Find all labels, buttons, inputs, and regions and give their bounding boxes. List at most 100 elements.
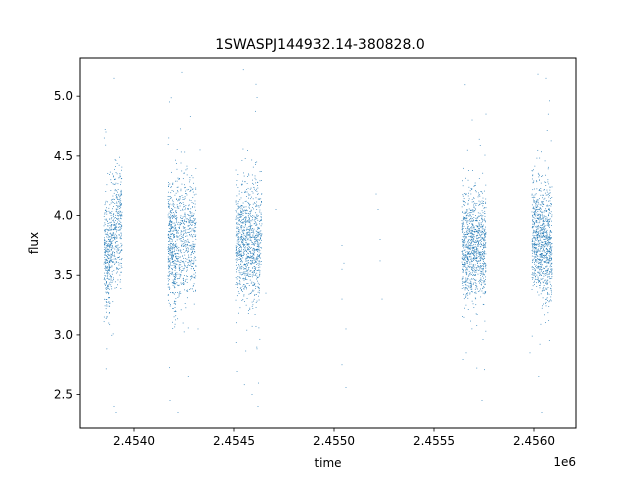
data-point [176,249,178,251]
data-point [107,291,108,293]
data-point [547,251,549,253]
data-point [545,174,547,176]
data-point [259,209,261,211]
data-point [112,232,114,233]
data-point [239,277,241,279]
data-point [484,253,485,254]
data-point [463,298,465,300]
data-point [253,244,255,246]
data-point [105,191,107,192]
data-point [108,292,110,294]
data-point [462,316,463,317]
data-point [255,163,256,165]
data-point [103,279,105,280]
data-point [191,248,193,250]
data-point [484,266,486,268]
data-point [246,235,248,237]
data-point [476,229,478,231]
data-point [254,238,256,240]
data-point [192,288,193,290]
data-point [120,271,122,273]
data-point [541,201,543,202]
data-point [169,229,171,231]
data-point [532,246,533,248]
data-point [341,298,343,300]
data-point [118,219,120,221]
data-point [185,190,186,192]
data-point [187,291,189,292]
data-point [549,230,551,231]
data-point [116,249,118,251]
data-point [240,226,242,228]
data-point [169,254,171,256]
data-point [255,212,257,214]
data-point [167,234,169,236]
data-point [183,269,185,271]
data-point [173,254,174,256]
data-point [476,258,478,259]
data-point [466,267,468,269]
data-point [260,213,262,215]
data-point [485,276,486,278]
data-point [478,200,480,202]
data-point [470,272,472,274]
data-point [241,248,242,250]
data-point [481,400,483,401]
data-point [173,316,175,318]
data-point [238,242,240,244]
data-point [175,243,177,245]
data-point [533,240,535,242]
data-point [480,238,482,240]
data-point [473,257,474,259]
data-point [194,231,195,233]
data-point [255,235,257,237]
data-point [468,228,470,230]
data-point [547,220,548,221]
data-point [195,290,196,292]
data-point [543,273,545,275]
data-point [537,271,539,273]
data-point [106,316,108,318]
data-point [179,203,180,204]
data-point [252,217,253,218]
data-point [191,214,193,216]
data-point [242,222,243,224]
data-point [251,232,253,233]
data-point [169,260,171,262]
data-point [106,218,107,220]
data-point [468,252,469,254]
data-point [247,244,248,246]
data-point [240,258,242,260]
data-point [116,197,118,199]
data-point [547,223,549,224]
data-point [549,250,551,252]
data-point [241,191,243,193]
data-point [190,220,191,222]
data-point [192,236,194,238]
data-point [543,198,545,200]
data-point [168,241,169,242]
data-point [245,233,247,235]
data-point [467,281,469,283]
data-point [172,239,173,241]
data-point [173,217,175,218]
data-point [236,258,238,259]
data-point [170,247,172,249]
data-point [243,206,245,208]
data-point [261,233,263,235]
data-point [184,151,186,153]
data-point [485,291,487,292]
data-point [246,220,248,222]
data-point [535,203,537,205]
data-point [175,210,177,212]
data-point [539,285,540,286]
data-point [109,261,110,263]
data-point [254,220,256,222]
data-point [183,275,185,276]
data-point [469,293,471,295]
data-point [249,263,251,265]
data-point [534,262,535,263]
data-point [190,257,192,258]
data-point [107,270,108,272]
data-point [107,249,109,250]
